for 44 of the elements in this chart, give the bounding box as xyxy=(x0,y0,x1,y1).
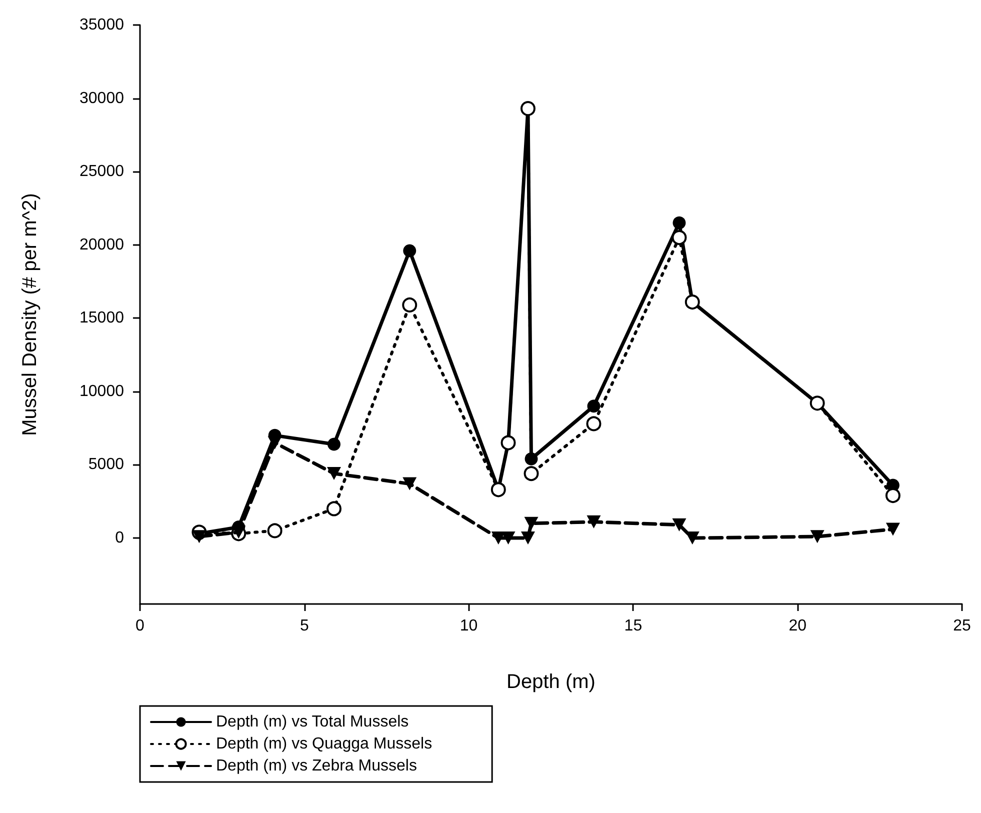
x-axis-title: Depth (m) xyxy=(506,671,596,693)
point xyxy=(885,488,900,504)
point xyxy=(403,244,416,258)
point xyxy=(524,466,539,482)
y-tick-label: 0 xyxy=(115,530,124,547)
point xyxy=(232,526,246,539)
y-tick-label: 5000 xyxy=(88,456,124,474)
point xyxy=(672,230,687,246)
y-tick-label: 15000 xyxy=(80,310,124,327)
y-tick-label: 10000 xyxy=(80,382,124,400)
legend-label: Depth (m) vs Total Mussels xyxy=(216,714,409,730)
point xyxy=(886,522,900,536)
point xyxy=(672,216,686,230)
x-tick-label: 15 xyxy=(624,618,642,634)
legend-label: Depth (m) vs Quagga Mussels xyxy=(216,736,432,752)
point xyxy=(672,518,686,532)
x-tick-label: 20 xyxy=(788,618,807,634)
point xyxy=(326,501,342,516)
point xyxy=(402,297,418,312)
point xyxy=(326,467,341,480)
point xyxy=(586,416,602,432)
point xyxy=(501,532,516,545)
point xyxy=(520,532,535,545)
point xyxy=(491,532,506,545)
x-tick-label: 25 xyxy=(953,618,971,634)
point xyxy=(587,400,600,413)
point xyxy=(402,477,417,490)
x-tick-label: 0 xyxy=(136,618,145,634)
y-axis-title: Mussel Density (# per m^2) xyxy=(19,193,41,436)
y-tick-label: 30000 xyxy=(80,90,124,107)
y-tick-label: 25000 xyxy=(80,163,124,180)
x-tick-label: 5 xyxy=(300,618,309,634)
point xyxy=(524,516,538,530)
point xyxy=(192,530,206,544)
point xyxy=(267,523,282,538)
legend-label: Depth (m) vs Zebra Mussels xyxy=(216,758,417,774)
point xyxy=(586,515,601,528)
point xyxy=(685,532,700,545)
point xyxy=(268,436,282,450)
point xyxy=(810,530,824,544)
x-tick-label: 10 xyxy=(460,618,478,634)
y-tick-label: 35000 xyxy=(80,16,124,34)
y-tick-label: 20000 xyxy=(80,236,124,254)
point xyxy=(328,438,340,451)
